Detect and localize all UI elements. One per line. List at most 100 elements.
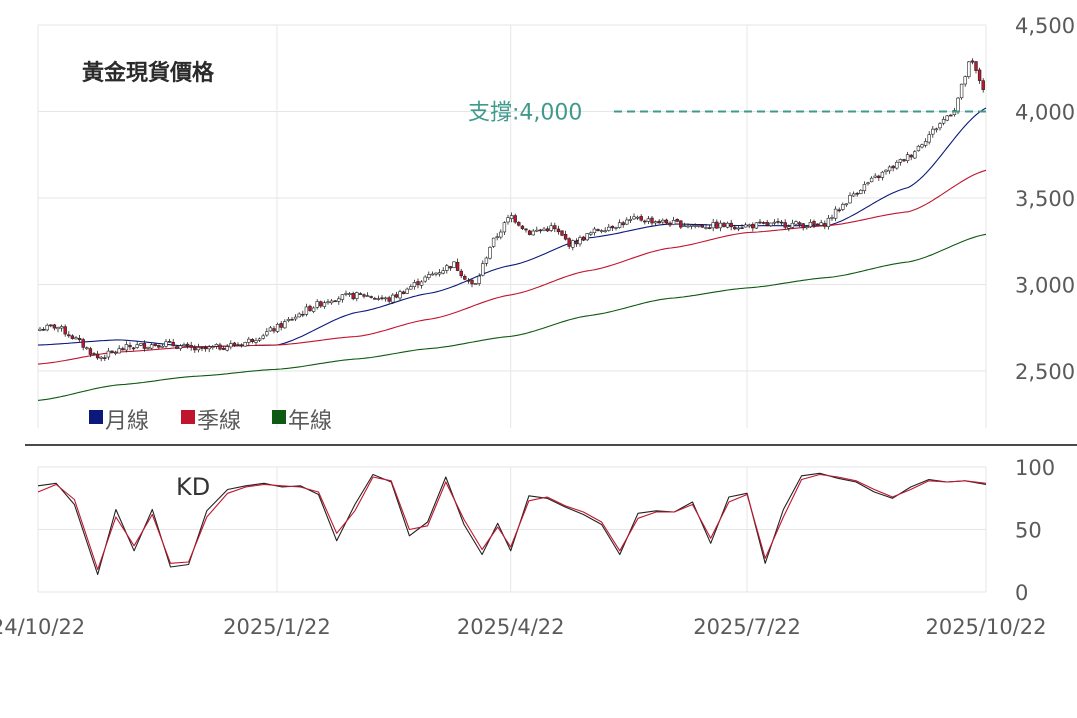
candle-body-up (326, 301, 330, 304)
candle-body-up (149, 344, 154, 349)
candle-body-down (801, 223, 805, 229)
candle-body-up (430, 273, 435, 276)
candle-body-down (761, 222, 766, 224)
y-tick-label-kd: 50 (1015, 519, 1042, 543)
candle-body-up (607, 226, 611, 231)
candle-body-down (855, 192, 859, 195)
candle-body-up (329, 300, 334, 304)
x-tick-label: 2025/4/22 (457, 615, 565, 639)
candle-body-up (938, 123, 942, 129)
candle-body-up (859, 189, 863, 194)
candle-body-up (398, 291, 402, 299)
candle-body-up (56, 327, 60, 330)
legend-label-yearly: 年線 (288, 409, 332, 434)
candle-body-up (887, 166, 892, 172)
grid-lines (25, 24, 1077, 593)
candle-body-up (873, 175, 877, 178)
candle-body-down (596, 229, 600, 231)
candle-body-down (664, 219, 669, 224)
candle-body-up (261, 335, 265, 339)
candle-body-down (733, 226, 737, 230)
candle-body-up (383, 297, 388, 300)
x-tick-label: 24/10/22 (0, 615, 85, 639)
candle-body-down (815, 223, 820, 226)
candle-body-up (38, 328, 42, 331)
candle-body-up (322, 302, 327, 307)
candle-body-down (981, 80, 985, 90)
candle-body-down (308, 305, 312, 311)
candle-body-down (77, 337, 82, 341)
candle-body-down (823, 223, 827, 227)
candle-body-up (963, 76, 967, 85)
candle-body-up (898, 159, 903, 163)
moving-average-lines (37, 107, 987, 401)
candle-body-down (193, 347, 197, 351)
candle-body-up (484, 257, 489, 264)
candle-body-down (362, 294, 366, 297)
candle-body-up (661, 219, 665, 223)
candle-body-up (808, 222, 813, 228)
candle-body-up (884, 169, 888, 173)
candle-body-down (121, 348, 125, 351)
candle-body-down (290, 318, 294, 321)
candle-body-down (203, 346, 208, 350)
y-tick-label-price: 3,000 (1015, 274, 1075, 298)
candle-body-up (452, 261, 456, 269)
candle-body-up (441, 270, 445, 274)
ma-line-月線 (37, 107, 987, 348)
candle-body-up (743, 224, 748, 228)
candle-body-down (52, 324, 57, 329)
candle-body-up (549, 225, 553, 231)
candle-body-down (758, 221, 762, 224)
candle-body-down (779, 221, 784, 224)
candle-body-up (265, 331, 269, 336)
candle-body-up (628, 218, 633, 221)
candle-body-down (131, 347, 136, 350)
candle-body-up (124, 344, 129, 351)
candle-body-down (621, 222, 625, 226)
candle-body-up (286, 319, 291, 321)
candle-body-down (765, 222, 769, 226)
candle-body-up (826, 217, 831, 227)
candle-body-up (211, 346, 215, 349)
candle-body-down (49, 324, 53, 327)
candle-body-up (819, 222, 823, 226)
candle-body-down (977, 69, 982, 81)
candle-body-down (301, 313, 305, 316)
candle-body-up (113, 352, 118, 354)
candle-body-up (477, 275, 481, 284)
legend-label-quarterly: 季線 (197, 409, 241, 434)
candle-body-up (85, 347, 89, 350)
candle-body-down (707, 227, 712, 229)
candle-body-up (585, 233, 589, 241)
candle-body-down (463, 275, 467, 280)
candle-body-down (527, 230, 532, 235)
candle-body-down (545, 228, 550, 232)
chart-title: 黃金現貨價格 (82, 60, 215, 86)
candle-body-up (927, 134, 931, 143)
candle-body-up (297, 313, 301, 318)
candle-body-up (617, 222, 622, 228)
y-tick-label-price: 3,500 (1015, 187, 1075, 211)
candle-body-down (891, 165, 895, 169)
candle-body-down (466, 280, 471, 282)
candle-body-up (160, 345, 165, 348)
candle-body-up (283, 321, 287, 329)
candle-body-down (218, 344, 222, 350)
candle-body-down (470, 279, 474, 285)
candle-body-up (866, 182, 870, 185)
candle-body-up (182, 344, 186, 347)
candle-body-down (63, 326, 67, 335)
candle-body-up (99, 356, 103, 359)
candle-body-up (164, 341, 168, 347)
candle-body-up (772, 221, 777, 224)
candle-body-up (293, 316, 298, 320)
candle-body-up (830, 217, 834, 219)
candle-body-up (956, 97, 960, 112)
candle-body-up (135, 344, 139, 348)
kd-line-D (37, 473, 987, 571)
candle-body-up (146, 346, 150, 349)
candle-body-up (787, 226, 791, 229)
candle-body-up (225, 346, 229, 351)
